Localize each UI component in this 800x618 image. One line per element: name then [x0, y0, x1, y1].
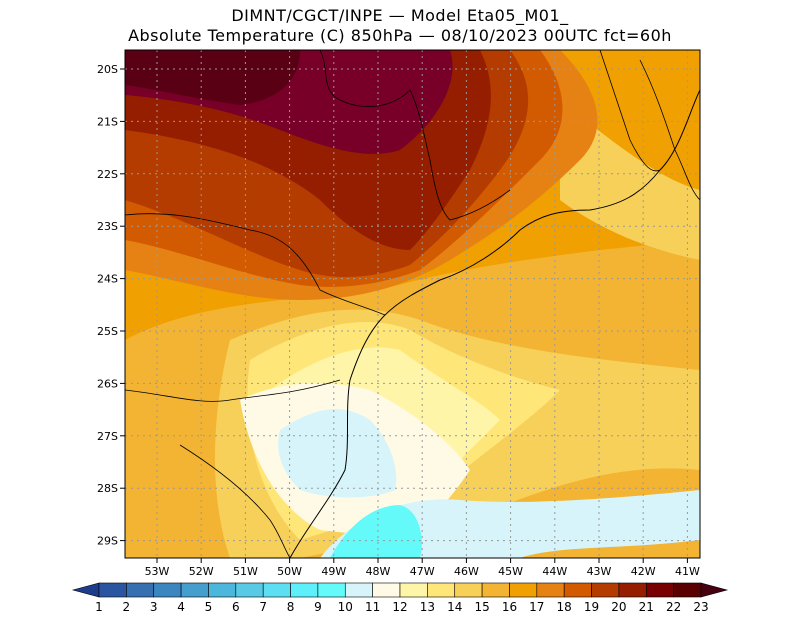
colorbar-swatch [591, 582, 620, 598]
colorbar-swatch [126, 582, 155, 598]
colorbar-arrow-left [71, 582, 100, 598]
lon-label: 53W [145, 565, 170, 578]
colorbar-swatch [481, 582, 510, 598]
state-border-1 [125, 379, 341, 402]
lon-label: 50W [277, 565, 302, 578]
colorbar-swatch [399, 582, 428, 598]
lon-label: 44W [542, 565, 567, 578]
lon-label: 42W [631, 565, 656, 578]
field-14-north [560, 100, 700, 260]
field-9 [330, 505, 422, 558]
colorbar-swatch [262, 582, 291, 598]
colorbar-arrow-right [700, 582, 729, 598]
colorbar-label: 16 [502, 600, 517, 614]
colorbar-label: 2 [123, 600, 131, 614]
lon-label: 48W [366, 565, 391, 578]
lat-label: 27S [97, 430, 118, 443]
colorbar-swatch [98, 582, 127, 598]
colorbar: 1 2 3 4 5 6 7 8 9 10 11 12 13 14 15 16 17 18 19 20 21 22 23 [71, 582, 729, 614]
lon-axis: 53W 52W 51W 50W 49W 48W 47W 46W 45W 44W 43W 42W 41W [145, 558, 700, 578]
colorbar-label: 19 [584, 600, 599, 614]
colorbar-swatch [563, 582, 592, 598]
lon-label: 51W [233, 565, 258, 578]
colorbar-label: 7 [259, 600, 267, 614]
colorbar-label: 9 [314, 600, 322, 614]
colorbar-label: 21 [639, 600, 654, 614]
state-border-3 [125, 213, 386, 316]
colorbar-swatch [454, 582, 483, 598]
colorbar-label: 15 [474, 600, 489, 614]
lon-label: 47W [410, 565, 435, 578]
lon-label: 46W [454, 565, 479, 578]
colorbar-label: 3 [150, 600, 158, 614]
colorbar-swatch [618, 582, 647, 598]
colorbar-swatch [509, 582, 538, 598]
colorbar-swatch [427, 582, 456, 598]
coastline [289, 89, 700, 558]
colorbar-swatch [645, 582, 674, 598]
colorbar-swatch [153, 582, 182, 598]
colorbar-swatch [290, 582, 319, 598]
colorbar-swatch [372, 582, 401, 598]
colorbar-label: 4 [177, 600, 185, 614]
title-line-2: Absolute Temperature (C) 850hPa — 08/10/… [128, 26, 672, 45]
colorbar-swatch [180, 582, 209, 598]
state-border-4 [319, 50, 511, 221]
colorbar-label: 18 [557, 600, 572, 614]
grid-lines [125, 50, 700, 558]
map-frame [124, 49, 701, 559]
lat-label: 25S [97, 325, 118, 338]
colorbar-label: 13 [420, 600, 435, 614]
colorbar-label: 10 [338, 600, 353, 614]
state-border-6 [639, 59, 700, 201]
lon-label: 49W [321, 565, 346, 578]
lat-label: 22S [97, 168, 118, 181]
field-10-center [278, 409, 397, 498]
temperature-field [125, 50, 700, 558]
colorbar-label: 6 [232, 600, 240, 614]
lat-label: 26S [97, 377, 118, 390]
lat-axis: 20S 21S 22S 23S 24S 25S 26S 27S 28S 29S [97, 63, 125, 548]
colorbar-label: 14 [447, 600, 462, 614]
colorbar-label: 5 [205, 600, 213, 614]
colorbar-swatch [235, 582, 264, 598]
lon-label: 41W [675, 565, 700, 578]
colorbar-swatch [344, 582, 373, 598]
lat-label: 29S [97, 535, 118, 548]
lat-label: 23S [97, 220, 118, 233]
colorbar-swatch [317, 582, 346, 598]
colorbar-label: 22 [666, 600, 681, 614]
lat-label: 20S [97, 63, 118, 76]
colorbar-label: 23 [693, 600, 708, 614]
colorbar-label: 8 [287, 600, 295, 614]
field-22 [125, 50, 300, 105]
lon-label: 52W [189, 565, 214, 578]
colorbar-label: 11 [365, 600, 380, 614]
colorbar-swatch [536, 582, 565, 598]
coastline-borders [125, 50, 700, 558]
title-line-1: DIMNT/CGCT/INPE — Model Eta05_M01_ [231, 6, 569, 25]
lat-label: 28S [97, 482, 118, 495]
state-border-5 [599, 50, 661, 172]
colorbar-label: 17 [529, 600, 544, 614]
colorbar-label: 1 [95, 600, 103, 614]
state-border-2 [179, 444, 291, 558]
colorbar-swatch [673, 582, 702, 598]
lat-label: 24S [97, 273, 118, 286]
lon-label: 43W [587, 565, 612, 578]
lat-label: 21S [97, 115, 118, 128]
colorbar-swatch [208, 582, 237, 598]
colorbar-label: 20 [611, 600, 626, 614]
lon-label: 45W [498, 565, 523, 578]
colorbar-label: 12 [392, 600, 407, 614]
